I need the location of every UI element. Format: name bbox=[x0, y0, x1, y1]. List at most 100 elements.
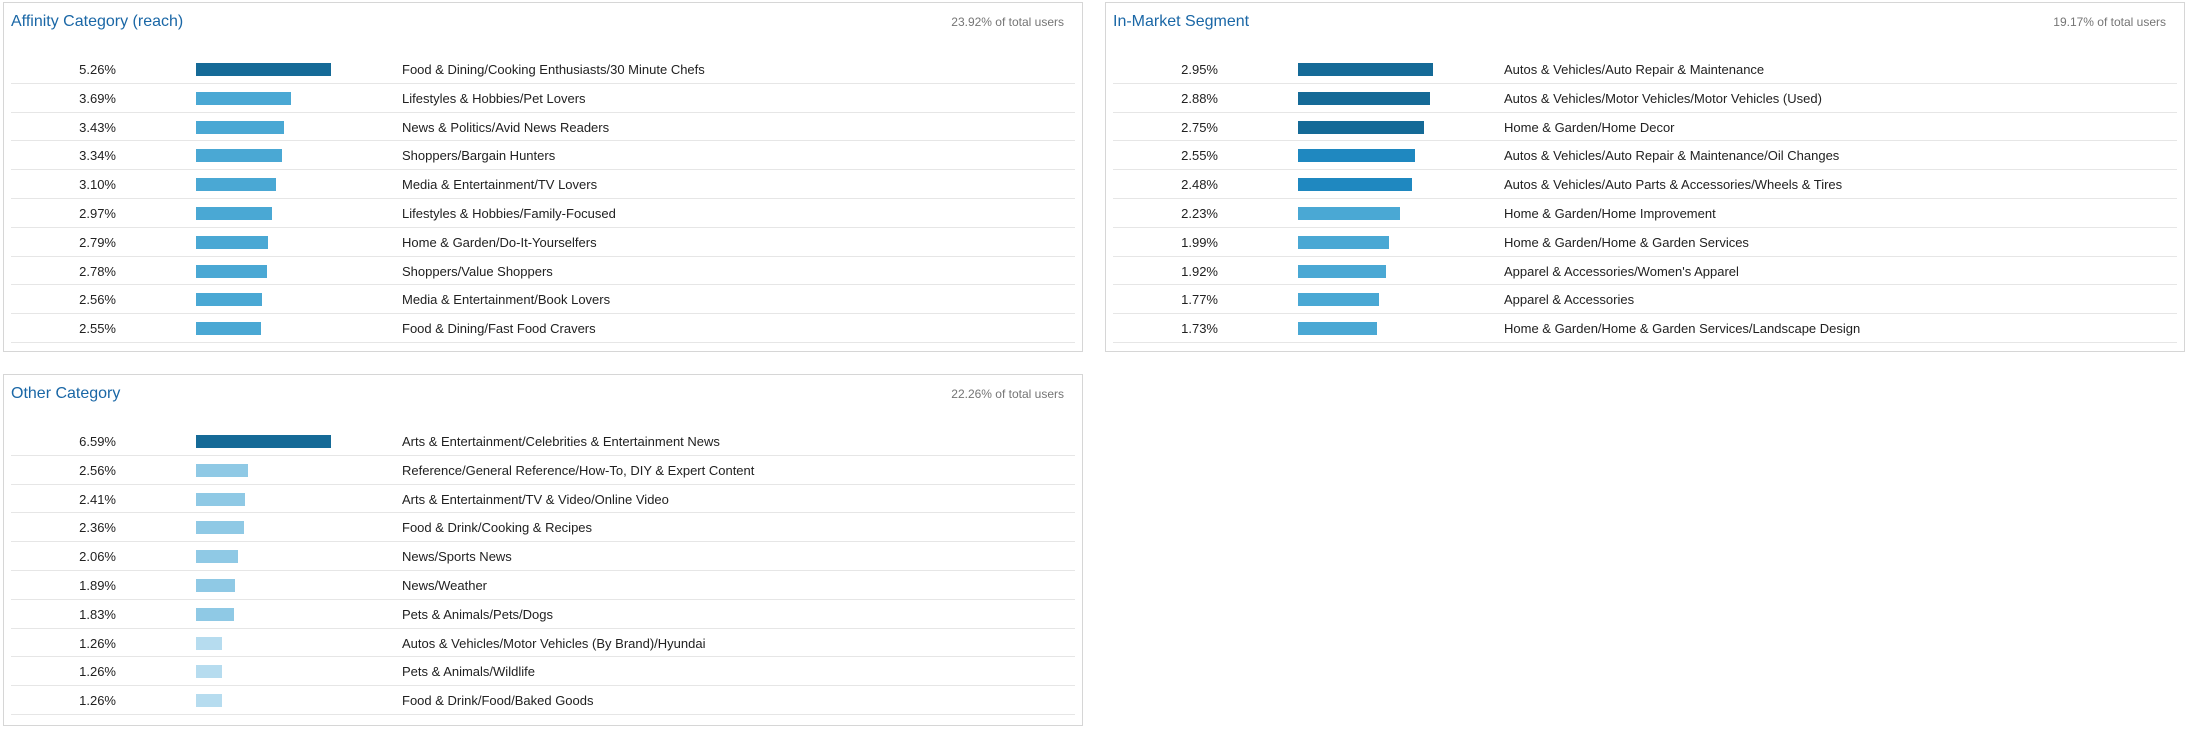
bar-track bbox=[196, 322, 331, 336]
bar-track bbox=[196, 694, 331, 708]
category-row: 2.23% Home & Garden/Home Improvement bbox=[1113, 199, 2177, 228]
row-label: Media & Entertainment/Book Lovers bbox=[402, 292, 611, 308]
row-percent: 3.34% bbox=[79, 148, 116, 164]
row-percent: 2.56% bbox=[79, 462, 116, 478]
card-title: In-Market Segment bbox=[1113, 13, 1250, 30]
percent-bar bbox=[196, 264, 268, 278]
row-percent: 1.26% bbox=[79, 693, 116, 709]
percent-bar bbox=[196, 206, 273, 220]
bar-track bbox=[1298, 264, 1433, 278]
percent-bar bbox=[196, 463, 249, 477]
category-row: 3.43% News & Politics/Avid News Readers bbox=[11, 113, 1075, 142]
category-rows: 2.95% Autos & Vehicles/Auto Repair & Main… bbox=[1113, 55, 2177, 343]
bar-track bbox=[196, 665, 331, 679]
category-row: 1.73% Home & Garden/Home & Garden Service… bbox=[1113, 314, 2177, 343]
bar-track bbox=[196, 235, 331, 249]
row-percent: 2.97% bbox=[79, 205, 116, 221]
category-row: 2.48% Autos & Vehicles/Auto Parts & Acces… bbox=[1113, 170, 2177, 199]
bar-track bbox=[196, 264, 331, 278]
category-row: 6.59% Arts & Entertainment/Celebrities & … bbox=[11, 427, 1075, 456]
percent-bar bbox=[196, 149, 282, 163]
row-percent: 2.23% bbox=[1181, 205, 1218, 221]
row-label: Autos & Vehicles/Auto Repair & Maintenan… bbox=[1504, 148, 1840, 164]
category-row: 2.78% Shoppers/Value Shoppers bbox=[11, 257, 1075, 286]
row-percent: 2.88% bbox=[1181, 90, 1218, 106]
row-label: Shoppers/Bargain Hunters bbox=[402, 148, 556, 164]
row-percent: 1.73% bbox=[1181, 321, 1218, 337]
percent-bar bbox=[1298, 235, 1390, 249]
row-percent: 2.79% bbox=[79, 234, 116, 250]
row-percent: 1.26% bbox=[79, 635, 116, 651]
percent-bar bbox=[196, 521, 245, 535]
row-label: Media & Entertainment/TV Lovers bbox=[402, 177, 598, 193]
row-label: Home & Garden/Do-It-Yourselfers bbox=[402, 234, 597, 250]
bar-track bbox=[196, 206, 331, 220]
category-row: 1.26% Autos & Vehicles/Motor Vehicles (By… bbox=[11, 629, 1075, 658]
category-row: 2.75% Home & Garden/Home Decor bbox=[1113, 113, 2177, 142]
row-percent: 2.48% bbox=[1181, 177, 1218, 193]
row-label: News/Sports News bbox=[402, 549, 512, 565]
category-row: 2.56% Media & Entertainment/Book Lovers bbox=[11, 285, 1075, 315]
row-percent: 2.55% bbox=[1181, 148, 1218, 164]
percent-bar bbox=[1298, 178, 1412, 192]
category-row: 2.56% Reference/General Reference/How-To,… bbox=[11, 456, 1075, 485]
card-subtitle: 19.17% of total users bbox=[2053, 15, 2166, 29]
percent-bar bbox=[1298, 63, 1433, 76]
row-percent: 2.06% bbox=[79, 549, 116, 565]
percent-bar bbox=[196, 178, 276, 192]
category-row: 2.88% Autos & Vehicles/Motor Vehicles/Mot… bbox=[1113, 84, 2177, 113]
other-category-card: Other Category 22.26% of total users 6.5… bbox=[3, 374, 1083, 726]
row-label: Arts & Entertainment/Celebrities & Enter… bbox=[402, 434, 720, 449]
bar-track bbox=[196, 149, 331, 163]
percent-bar bbox=[1298, 149, 1415, 163]
row-label: News/Weather bbox=[402, 577, 488, 593]
bar-track bbox=[196, 178, 331, 192]
percent-bar bbox=[196, 694, 222, 708]
row-percent: 6.59% bbox=[79, 434, 116, 449]
percent-bar bbox=[196, 322, 262, 336]
row-label: Autos & Vehicles/Motor Vehicles/Motor Ve… bbox=[1504, 90, 1822, 106]
category-row: 2.79% Home & Garden/Do-It-Yourselfers bbox=[11, 228, 1075, 257]
affinity-category-card: Affinity Category (reach) 23.92% of tota… bbox=[3, 2, 1083, 352]
percent-bar bbox=[196, 293, 262, 307]
category-row: 1.92% Apparel & Accessories/Women's Appar… bbox=[1113, 257, 2177, 286]
percent-bar bbox=[1298, 206, 1401, 220]
category-rows: 5.26% Food & Dining/Cooking Enthusiasts/3… bbox=[11, 55, 1075, 343]
bar-track bbox=[1298, 91, 1433, 105]
row-percent: 1.92% bbox=[1181, 263, 1218, 279]
row-label: Food & Drink/Cooking & Recipes bbox=[402, 520, 593, 536]
row-percent: 2.36% bbox=[79, 520, 116, 536]
category-row: 1.83% Pets & Animals/Pets/Dogs bbox=[11, 600, 1075, 629]
percent-bar bbox=[196, 235, 268, 249]
category-row: 1.77% Apparel & Accessories bbox=[1113, 285, 2177, 315]
in-market-segment-card: In-Market Segment 19.17% of total users … bbox=[1105, 2, 2185, 352]
row-label: Home & Garden/Home & Garden Services/Lan… bbox=[1504, 321, 1861, 337]
category-row: 3.10% Media & Entertainment/TV Lovers bbox=[11, 170, 1075, 199]
row-label: Apparel & Accessories bbox=[1504, 292, 1635, 308]
percent-bar bbox=[1298, 293, 1379, 307]
percent-bar bbox=[196, 63, 331, 76]
row-label: Lifestyles & Hobbies/Family-Focused bbox=[402, 205, 616, 221]
bar-track bbox=[196, 63, 331, 76]
category-row: 2.55% Autos & Vehicles/Auto Repair & Main… bbox=[1113, 141, 2177, 171]
row-label: Reference/General Reference/How-To, DIY … bbox=[402, 462, 755, 478]
category-row: 1.26% Pets & Animals/Wildlife bbox=[11, 657, 1075, 687]
row-percent: 5.26% bbox=[79, 62, 116, 77]
card-title: Other Category bbox=[11, 385, 121, 402]
row-label: Apparel & Accessories/Women's Apparel bbox=[1504, 263, 1739, 279]
row-label: Arts & Entertainment/TV & Video/Online V… bbox=[402, 491, 669, 507]
percent-bar bbox=[196, 578, 235, 592]
bar-track bbox=[196, 636, 331, 650]
category-row: 2.95% Autos & Vehicles/Auto Repair & Main… bbox=[1113, 55, 2177, 84]
bar-track bbox=[196, 578, 331, 592]
bar-track bbox=[196, 435, 331, 448]
category-row: 3.69% Lifestyles & Hobbies/Pet Lovers bbox=[11, 84, 1075, 113]
percent-bar bbox=[1298, 264, 1386, 278]
row-percent: 2.78% bbox=[79, 263, 116, 279]
row-label: Lifestyles & Hobbies/Pet Lovers bbox=[402, 90, 586, 106]
bar-track bbox=[196, 91, 331, 105]
percent-bar bbox=[196, 665, 222, 679]
category-row: 2.41% Arts & Entertainment/TV & Video/Onl… bbox=[11, 485, 1075, 514]
row-percent: 1.99% bbox=[1181, 234, 1218, 250]
category-row: 2.06% News/Sports News bbox=[11, 542, 1075, 571]
